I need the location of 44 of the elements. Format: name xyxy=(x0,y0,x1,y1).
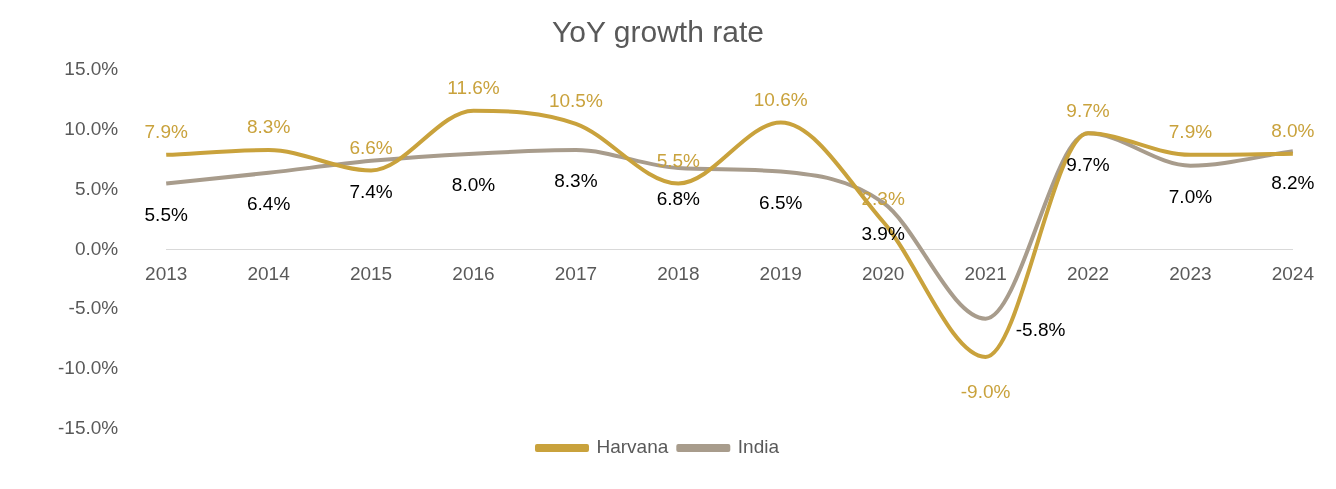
x-tick-label: 2020 xyxy=(862,262,905,284)
y-tick-label: -15.0% xyxy=(58,416,119,438)
data-label: 8.2% xyxy=(1271,171,1315,193)
x-tick-label: 2019 xyxy=(759,262,802,284)
x-tick-label: 2014 xyxy=(247,262,291,284)
data-label: 6.4% xyxy=(246,193,291,215)
data-label: 6.6% xyxy=(349,136,393,158)
data-label: 8.0% xyxy=(451,173,496,195)
data-label: 9.7% xyxy=(1066,99,1110,121)
data-label: 8.0% xyxy=(1271,119,1315,141)
x-tick-label: 2018 xyxy=(657,262,700,284)
y-tick-label: 15.0% xyxy=(64,58,119,80)
data-label: 8.3% xyxy=(246,116,291,138)
data-label: 10.5% xyxy=(548,90,603,112)
y-tick-label: 0.0% xyxy=(74,237,119,259)
x-tick-label: 2015 xyxy=(349,262,393,284)
data-label: 5.5% xyxy=(656,149,701,171)
data-label: 6.8% xyxy=(656,188,701,210)
data-label: 7.0% xyxy=(1168,185,1213,207)
y-tick-label: 5.0% xyxy=(74,177,119,199)
x-tick-label: 2016 xyxy=(452,262,495,284)
chart-title: YoY growth rate xyxy=(552,15,764,49)
y-tick-label: 10.0% xyxy=(64,118,119,139)
data-label: 8.3% xyxy=(554,170,598,192)
data-label: 7.9% xyxy=(144,121,188,143)
x-tick-label: 2017 xyxy=(554,262,598,284)
x-tick-label: 2024 xyxy=(1271,262,1315,284)
data-label: 7.4% xyxy=(349,181,393,203)
legend-label: Harvana xyxy=(596,436,669,458)
data-label: 9.7% xyxy=(1066,153,1110,175)
y-tick-label: -5.0% xyxy=(68,297,119,319)
x-tick-label: 2023 xyxy=(1169,262,1212,284)
data-label: 6.5% xyxy=(759,191,803,213)
x-tick-label: 2021 xyxy=(964,262,1007,284)
y-tick-label: -10.0% xyxy=(58,357,119,379)
data-label: -9.0% xyxy=(960,381,1011,403)
x-tick-label: 2013 xyxy=(145,262,188,284)
data-label: -5.8% xyxy=(1015,318,1066,340)
legend-label: India xyxy=(737,436,780,458)
x-tick-label: 2022 xyxy=(1066,262,1110,284)
data-label: 5.5% xyxy=(144,203,188,225)
data-label: 10.6% xyxy=(753,88,808,110)
data-label: 7.9% xyxy=(1168,121,1213,143)
data-label: 11.6% xyxy=(447,76,500,98)
